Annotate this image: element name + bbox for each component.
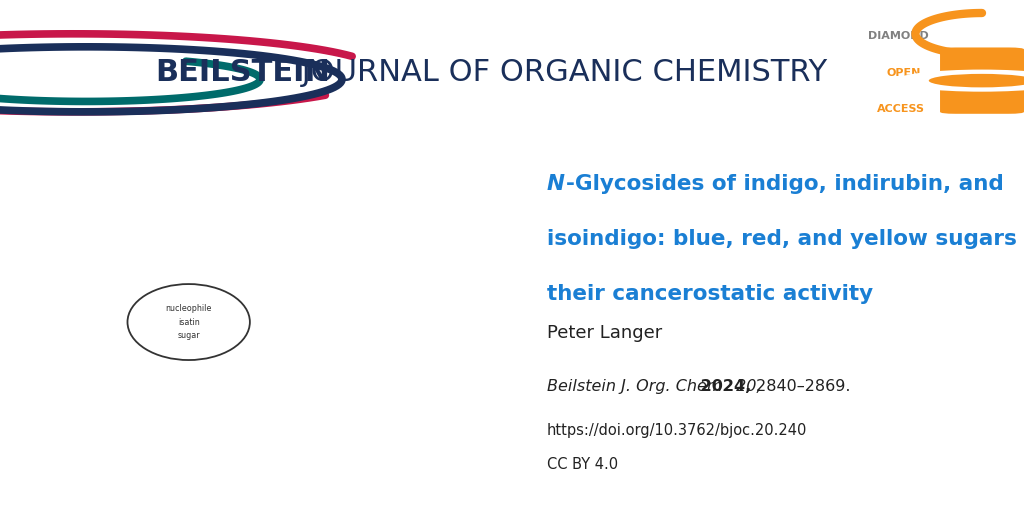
Text: nucleophile: nucleophile bbox=[166, 304, 212, 313]
Text: 2840–2869.: 2840–2869. bbox=[751, 379, 850, 394]
Text: isoindigo: blue, red, and yellow sugars and: isoindigo: blue, red, and yellow sugars … bbox=[547, 229, 1024, 249]
Text: Peter Langer: Peter Langer bbox=[547, 324, 662, 342]
Text: 2024,: 2024, bbox=[695, 379, 752, 394]
Text: ACCESS: ACCESS bbox=[877, 104, 925, 114]
Text: CC BY 4.0: CC BY 4.0 bbox=[547, 457, 617, 472]
Circle shape bbox=[929, 74, 1024, 88]
Text: isatin: isatin bbox=[178, 317, 200, 327]
Circle shape bbox=[895, 70, 1024, 92]
Text: their cancerostatic activity: their cancerostatic activity bbox=[547, 284, 872, 304]
Text: DIAMOND: DIAMOND bbox=[868, 31, 929, 41]
Text: OPEN: OPEN bbox=[887, 68, 922, 78]
Text: -Glycosides of indigo, indirubin, and: -Glycosides of indigo, indirubin, and bbox=[566, 174, 1004, 194]
Text: sugar: sugar bbox=[177, 331, 200, 340]
Text: N: N bbox=[547, 174, 564, 194]
Text: 20,: 20, bbox=[731, 379, 762, 394]
Text: JOURNAL OF ORGANIC CHEMISTRY: JOURNAL OF ORGANIC CHEMISTRY bbox=[292, 58, 827, 88]
Text: Beilstein J. Org. Chem.: Beilstein J. Org. Chem. bbox=[547, 379, 727, 394]
Text: https://doi.org/10.3762/bjoc.20.240: https://doi.org/10.3762/bjoc.20.240 bbox=[547, 423, 807, 438]
FancyBboxPatch shape bbox=[940, 48, 1024, 114]
Text: BEILSTEIN: BEILSTEIN bbox=[156, 58, 331, 88]
